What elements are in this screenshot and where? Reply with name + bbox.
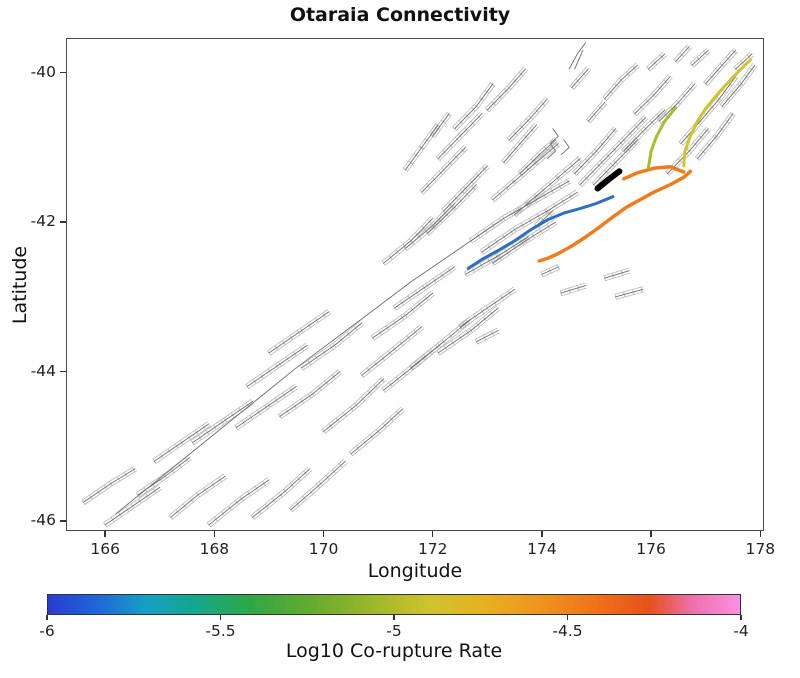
x-tick-label: 176 bbox=[636, 540, 666, 558]
x-tick-mark bbox=[213, 531, 216, 537]
x-tick-mark bbox=[650, 531, 652, 537]
fault-sections bbox=[81, 44, 758, 528]
rupture-orange-branch bbox=[622, 165, 686, 181]
colorbar-tick-mark bbox=[740, 615, 742, 620]
colorbar-tick-mark bbox=[393, 615, 395, 620]
rupture-blue bbox=[466, 195, 615, 270]
rupture-paths bbox=[466, 58, 752, 270]
y-tick-mark bbox=[60, 221, 66, 223]
y-axis-label: Latitude bbox=[9, 245, 31, 325]
target-fault-highlight bbox=[594, 168, 623, 192]
y-tick-mark bbox=[60, 370, 66, 373]
colorbar-tick-label: -5 bbox=[386, 622, 402, 640]
rupture-olive bbox=[646, 106, 678, 169]
x-tick-mark bbox=[322, 531, 325, 537]
colorbar-gradient bbox=[47, 594, 741, 615]
y-tick-label: -40 bbox=[30, 62, 56, 81]
colorbar-tick-mark bbox=[219, 615, 222, 620]
y-tick-label: -46 bbox=[30, 511, 56, 530]
colorbar-tick-label: -4.5 bbox=[552, 622, 583, 640]
chart-title: Otaraia Connectivity bbox=[289, 4, 511, 26]
x-tick-mark bbox=[541, 531, 543, 537]
colorbar-label: Log10 Co-rupture Rate bbox=[285, 640, 503, 662]
fault-network bbox=[82, 42, 756, 526]
y-tick-label: -42 bbox=[30, 212, 56, 231]
x-tick-label: 168 bbox=[199, 540, 230, 558]
colorbar-tick-label: -6 bbox=[39, 622, 55, 640]
x-tick-label: 178 bbox=[745, 540, 776, 558]
colorbar-tick-label: -4 bbox=[733, 622, 749, 640]
rupture-orange-main bbox=[537, 169, 693, 263]
x-tick-label: 170 bbox=[308, 540, 339, 558]
y-tick-label: -44 bbox=[30, 361, 56, 380]
x-axis-label: Longitude bbox=[367, 560, 463, 582]
x-tick-label: 166 bbox=[90, 540, 120, 558]
x-tick-mark bbox=[759, 531, 762, 537]
y-tick-mark bbox=[60, 520, 66, 522]
x-tick-mark bbox=[431, 531, 434, 537]
colorbar-tick-mark bbox=[46, 615, 48, 620]
y-tick-mark bbox=[60, 71, 66, 74]
map-svg bbox=[81, 42, 758, 528]
plot-area bbox=[66, 38, 764, 531]
x-tick-mark bbox=[104, 531, 106, 537]
x-tick-label: 172 bbox=[417, 540, 448, 558]
rupture-yellow bbox=[682, 58, 752, 168]
x-tick-label: 174 bbox=[527, 540, 557, 558]
colorbar-tick-label: -5.5 bbox=[205, 622, 236, 640]
colorbar-tick-mark bbox=[566, 615, 569, 620]
